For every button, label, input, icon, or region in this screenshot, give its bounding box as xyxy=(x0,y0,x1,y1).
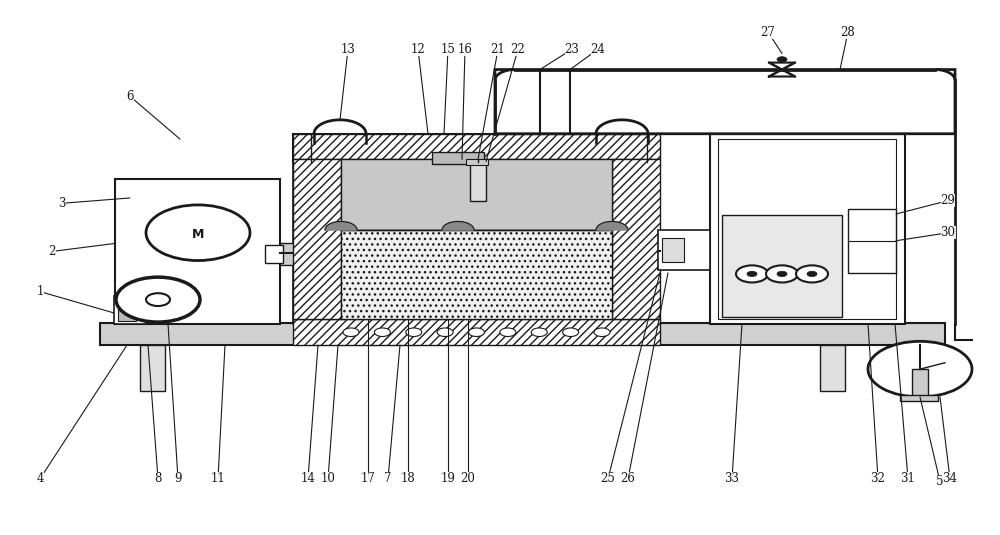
Circle shape xyxy=(777,57,787,62)
Bar xyxy=(118,306,136,321)
Circle shape xyxy=(146,293,170,306)
Circle shape xyxy=(796,265,828,282)
Circle shape xyxy=(468,328,484,337)
Bar xyxy=(280,243,298,265)
Text: 10: 10 xyxy=(321,472,335,485)
Bar xyxy=(612,159,660,319)
Bar xyxy=(293,319,660,345)
Bar xyxy=(710,134,905,324)
Bar xyxy=(658,230,710,270)
Bar xyxy=(662,238,684,262)
Circle shape xyxy=(777,271,787,277)
Bar xyxy=(293,134,660,159)
Circle shape xyxy=(747,271,757,277)
Text: 6: 6 xyxy=(126,90,134,103)
Circle shape xyxy=(736,265,768,282)
Text: 11: 11 xyxy=(211,472,225,485)
Circle shape xyxy=(807,271,817,277)
Text: 31: 31 xyxy=(901,472,915,485)
Circle shape xyxy=(868,341,972,397)
Text: 9: 9 xyxy=(174,472,182,485)
Text: 22: 22 xyxy=(511,43,525,56)
Bar xyxy=(718,139,896,319)
Text: 17: 17 xyxy=(361,472,375,485)
Bar xyxy=(265,245,283,263)
Polygon shape xyxy=(325,221,357,230)
Circle shape xyxy=(531,328,547,337)
Text: 29: 29 xyxy=(941,194,955,207)
Text: 24: 24 xyxy=(591,43,605,56)
Bar xyxy=(466,159,488,165)
Text: 2: 2 xyxy=(48,245,56,258)
Bar xyxy=(341,159,612,230)
Text: 18: 18 xyxy=(401,472,415,485)
Text: 25: 25 xyxy=(601,472,615,485)
Polygon shape xyxy=(596,221,628,230)
Text: 28: 28 xyxy=(841,26,855,39)
Text: 7: 7 xyxy=(384,472,392,485)
Bar xyxy=(293,134,660,162)
Text: 16: 16 xyxy=(458,43,472,56)
Text: 20: 20 xyxy=(461,472,475,485)
Text: 32: 32 xyxy=(871,472,885,485)
Text: 26: 26 xyxy=(621,472,635,485)
Text: 5: 5 xyxy=(936,475,944,488)
Bar xyxy=(114,296,146,324)
Text: 4: 4 xyxy=(36,472,44,485)
Text: 15: 15 xyxy=(441,43,455,56)
Bar xyxy=(820,345,845,391)
Text: 12: 12 xyxy=(411,43,425,56)
Circle shape xyxy=(343,328,359,337)
Text: 23: 23 xyxy=(565,43,579,56)
Text: 27: 27 xyxy=(761,26,775,39)
Bar xyxy=(470,162,486,201)
Text: 21: 21 xyxy=(491,43,505,56)
Circle shape xyxy=(563,328,579,337)
Bar xyxy=(640,134,658,324)
Circle shape xyxy=(146,205,250,261)
Bar xyxy=(100,323,945,345)
Polygon shape xyxy=(442,221,474,230)
Bar xyxy=(115,179,280,324)
Circle shape xyxy=(766,265,798,282)
Text: 34: 34 xyxy=(942,472,958,485)
Circle shape xyxy=(116,277,200,322)
Text: 1: 1 xyxy=(36,285,44,298)
Bar xyxy=(293,159,341,319)
Text: M: M xyxy=(192,228,204,241)
Bar xyxy=(848,209,896,273)
Bar xyxy=(912,369,928,397)
Bar xyxy=(900,395,938,401)
Circle shape xyxy=(406,328,422,337)
Text: 13: 13 xyxy=(341,43,355,56)
Text: 14: 14 xyxy=(301,472,315,485)
Circle shape xyxy=(594,328,610,337)
Circle shape xyxy=(500,328,516,337)
Text: 19: 19 xyxy=(441,472,455,485)
Text: 33: 33 xyxy=(724,472,740,485)
Circle shape xyxy=(437,328,453,337)
Bar xyxy=(341,230,612,319)
Text: 3: 3 xyxy=(58,197,66,210)
Bar xyxy=(722,215,842,317)
Bar xyxy=(140,345,165,391)
Circle shape xyxy=(374,328,390,337)
Text: 8: 8 xyxy=(154,472,162,485)
Text: 30: 30 xyxy=(940,226,956,239)
Bar xyxy=(432,152,484,164)
Bar xyxy=(293,134,311,324)
